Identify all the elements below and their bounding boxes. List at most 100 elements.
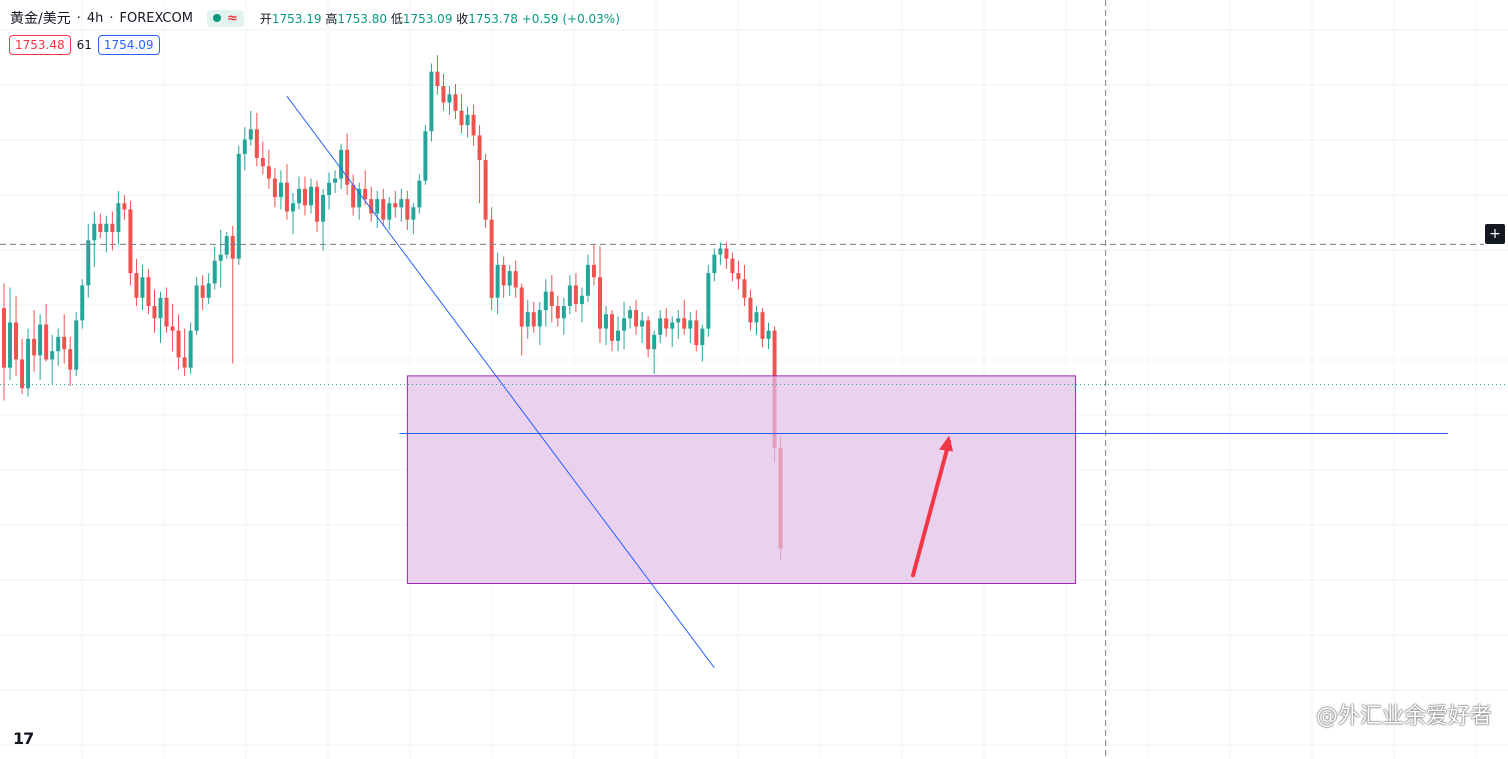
candle-body (754, 312, 759, 323)
candle-body (531, 312, 536, 327)
candle-body (495, 264, 500, 298)
candle-body (670, 322, 675, 329)
candle-body (80, 285, 85, 321)
open-value: 1753.19 (271, 11, 322, 26)
symbol-name[interactable]: 黄金/美元 (10, 11, 71, 27)
candle-body (640, 320, 645, 327)
candle-body (465, 114, 470, 126)
candle-body (218, 254, 223, 261)
candle-body (766, 330, 771, 339)
candle-body (68, 349, 73, 370)
candle-body (50, 351, 55, 360)
candle-body (188, 330, 193, 368)
change-value: +0.59 (+0.03%) (521, 11, 620, 26)
candle-body (26, 338, 31, 389)
candle-body (688, 320, 693, 329)
candle-body (92, 223, 97, 241)
candle-body (622, 318, 627, 331)
candle-body (748, 297, 753, 323)
candle-body (399, 199, 404, 208)
candle-body (128, 209, 133, 274)
candle-body (44, 324, 49, 360)
candle-body (694, 320, 699, 346)
candle-body (32, 338, 37, 356)
candle-body (501, 264, 506, 286)
candle-body (634, 310, 639, 327)
candle-body (369, 199, 374, 214)
candle-body (537, 310, 542, 327)
candle-body (315, 186, 320, 222)
candle-body (206, 283, 211, 298)
candle-body (706, 273, 711, 329)
candle-body (573, 285, 578, 304)
candle-body (543, 291, 548, 311)
candle-body (712, 254, 717, 274)
candle-body (585, 264, 590, 296)
ohlc-values: 开1753.19 高1753.80 低1753.09 收1753.78 +0.5… (260, 10, 620, 27)
candle-body (736, 273, 741, 280)
candle-body (248, 129, 253, 140)
candle-body (387, 203, 392, 220)
tradingview-logo[interactable]: 17 (13, 729, 34, 748)
candle-body (242, 139, 247, 154)
candle-body (441, 86, 446, 103)
candle-body (405, 199, 410, 220)
red-arrow-head (939, 435, 954, 452)
candle-body (525, 312, 530, 327)
candle-body (616, 330, 621, 341)
candle-body (266, 166, 271, 179)
sell-price-button[interactable]: 1753.48 (9, 35, 71, 55)
candle-body (290, 203, 295, 212)
candle-body (351, 184, 356, 208)
candle-body (182, 357, 187, 368)
candle-body (104, 223, 109, 232)
candle-body (224, 236, 229, 255)
crosshair-plus-icon[interactable]: + (1485, 224, 1505, 244)
market-open-dot-icon (212, 14, 221, 22)
candle-body (122, 203, 127, 210)
candle-body (507, 271, 512, 286)
candle-body (260, 158, 265, 167)
candle-body (664, 318, 669, 329)
candle-body (272, 178, 277, 198)
candle-body (134, 273, 139, 298)
candle-body (56, 336, 61, 352)
candle-body (327, 182, 332, 195)
candle-body (682, 318, 687, 329)
candle-body (254, 129, 259, 158)
candle-body (98, 223, 103, 232)
candle-body (435, 71, 440, 87)
candle-body (62, 336, 67, 350)
candle-body (278, 182, 283, 198)
candle-body (646, 320, 651, 350)
candle-body (339, 149, 344, 179)
candle-body (164, 297, 169, 327)
candle-body (284, 182, 289, 212)
exchange-label: FOREXCOM (119, 10, 193, 26)
candle-body (417, 180, 422, 208)
low-label: 低 (390, 11, 403, 26)
candle-body (230, 236, 235, 259)
candle-body (591, 264, 596, 278)
candle-body (200, 285, 205, 298)
red-arrow-shaft (911, 439, 952, 578)
candle-body (194, 285, 199, 331)
candle-body (110, 223, 115, 232)
candle-body (658, 318, 663, 335)
candle-body (176, 330, 181, 358)
candle-body (700, 328, 705, 346)
trade-prices: 1753.48 61 1754.09 (9, 35, 160, 55)
candle-body (146, 277, 151, 306)
candle-body (140, 277, 145, 298)
approx-icon: ≈ (226, 10, 238, 26)
candle-body (718, 248, 723, 255)
candle-body (579, 295, 584, 304)
market-status-badge[interactable]: ≈ (206, 9, 244, 27)
buy-price-button[interactable]: 1754.09 (97, 35, 160, 55)
candle-body (38, 324, 43, 356)
interval-label[interactable]: 4h (86, 10, 104, 26)
watermark-text: @外汇业余爱好者 (1315, 704, 1492, 729)
candle-body (652, 334, 657, 350)
